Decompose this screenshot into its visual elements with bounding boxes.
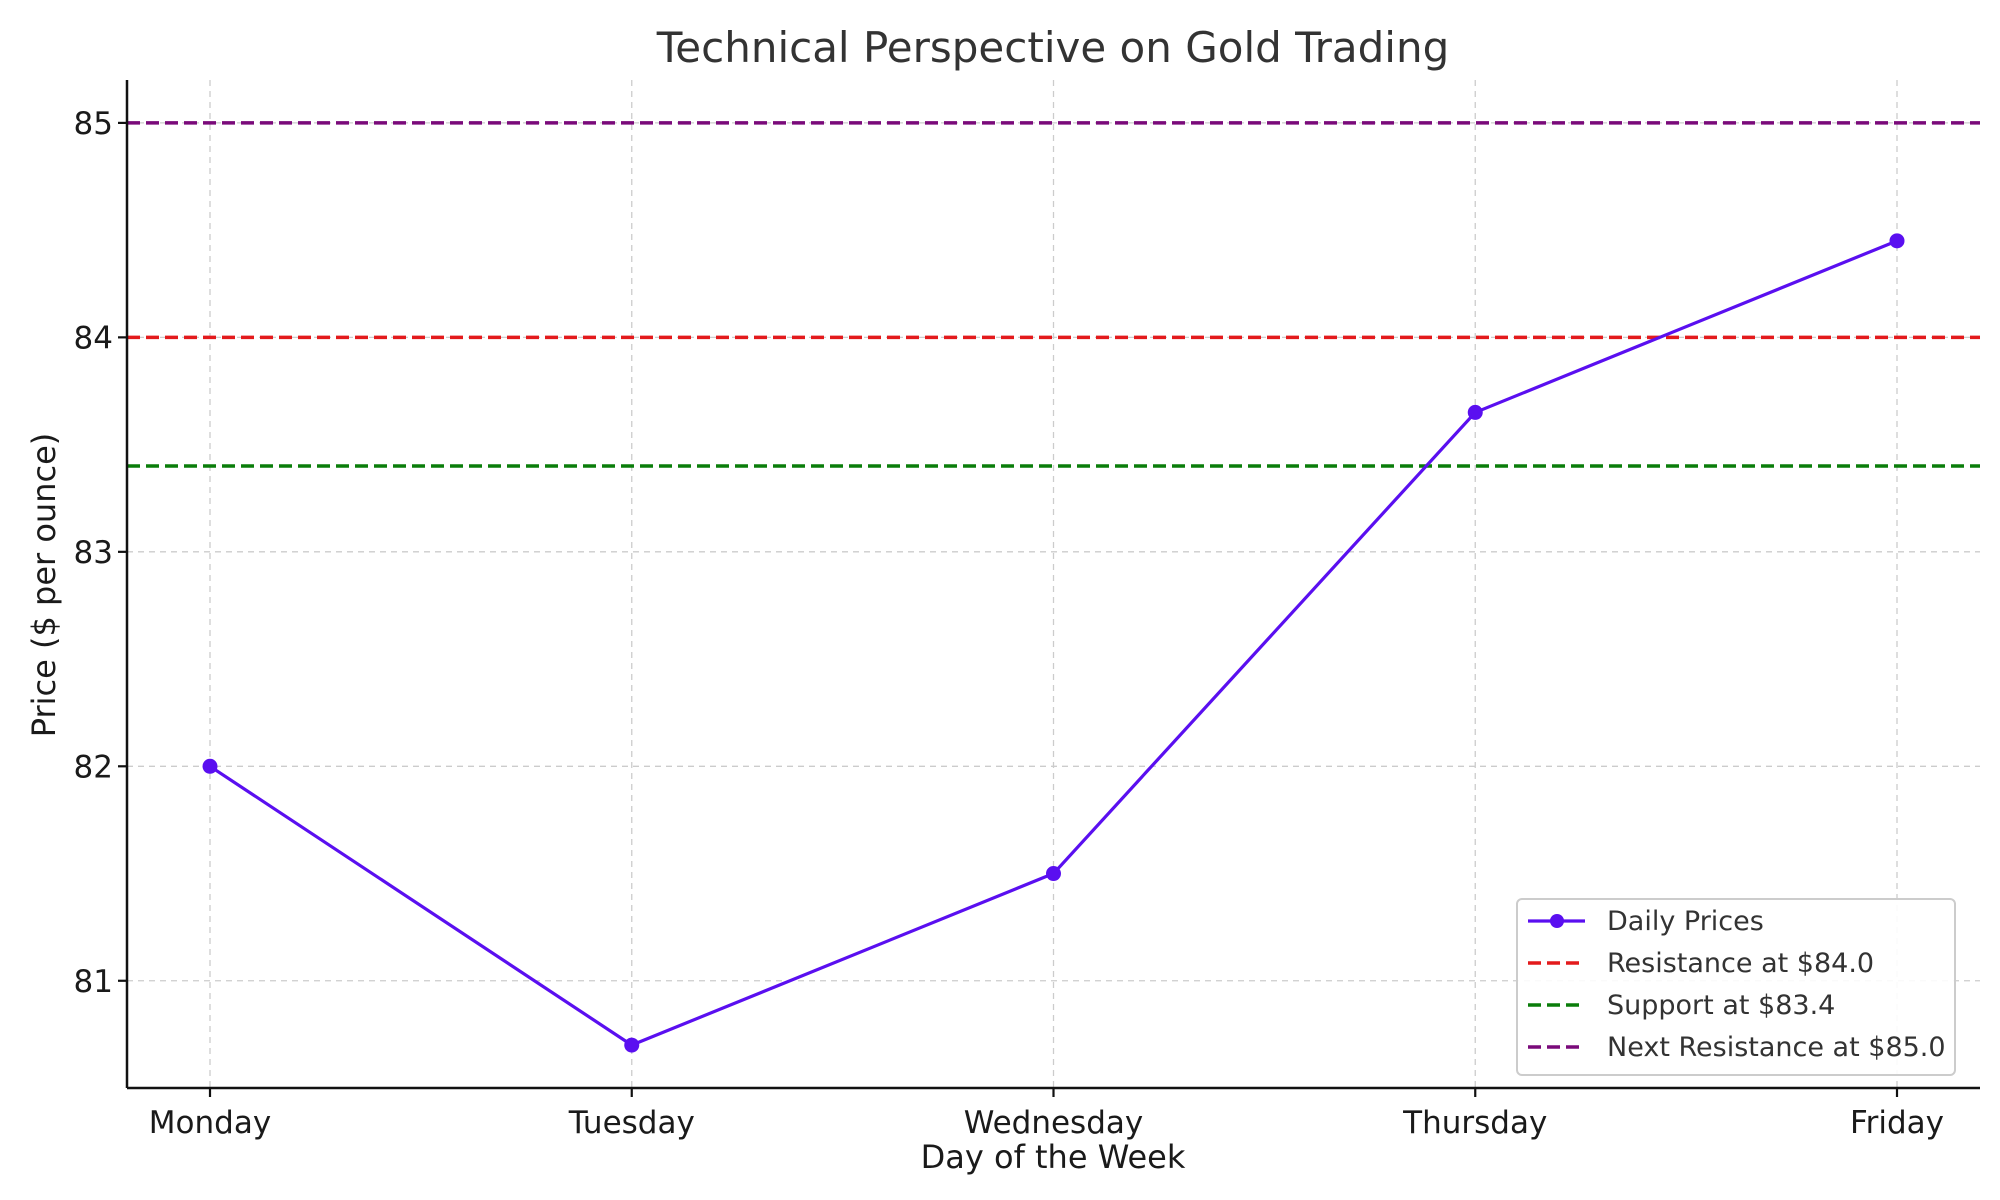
x-tick-label: Thursday bbox=[1402, 1105, 1547, 1141]
legend-label: Resistance at $84.0 bbox=[1607, 948, 1874, 979]
x-tick-label: Tuesday bbox=[568, 1105, 695, 1141]
y-tick-label: 85 bbox=[74, 106, 113, 142]
y-tick-label: 83 bbox=[74, 535, 113, 571]
legend-frame bbox=[1516, 898, 1956, 1076]
data-point bbox=[1889, 233, 1905, 249]
y-axis-label: Price ($ per ounce) bbox=[25, 433, 63, 737]
x-tick-label: Friday bbox=[1850, 1105, 1944, 1141]
reference-lines bbox=[127, 121, 1980, 468]
x-axis-label: Day of the Week bbox=[921, 1138, 1186, 1176]
series-layer bbox=[202, 233, 1905, 1053]
legend-label: Support at $83.4 bbox=[1607, 990, 1835, 1021]
data-point bbox=[1467, 404, 1483, 420]
y-tick-label: 82 bbox=[74, 749, 113, 785]
legend: Daily Prices Resistance at $84.0 Support a… bbox=[1516, 898, 1956, 1076]
x-tick-label: Wednesday bbox=[964, 1105, 1143, 1141]
legend-label: Next Resistance at $85.0 bbox=[1607, 1032, 1946, 1063]
y-tick-label: 84 bbox=[74, 320, 113, 356]
chart-title: Technical Perspective on Gold Trading bbox=[656, 23, 1449, 72]
x-tick-label: Monday bbox=[149, 1105, 271, 1141]
data-point bbox=[1046, 866, 1061, 882]
data-point bbox=[624, 1037, 640, 1053]
legend-marker-daily-prices bbox=[1550, 914, 1564, 928]
data-point bbox=[202, 758, 218, 774]
legend-label: Daily Prices bbox=[1607, 906, 1764, 937]
y-tick-label: 81 bbox=[74, 964, 113, 1000]
axes: Monday Tuesday Wednesday Thursday Friday 81 82… bbox=[74, 80, 1980, 1141]
